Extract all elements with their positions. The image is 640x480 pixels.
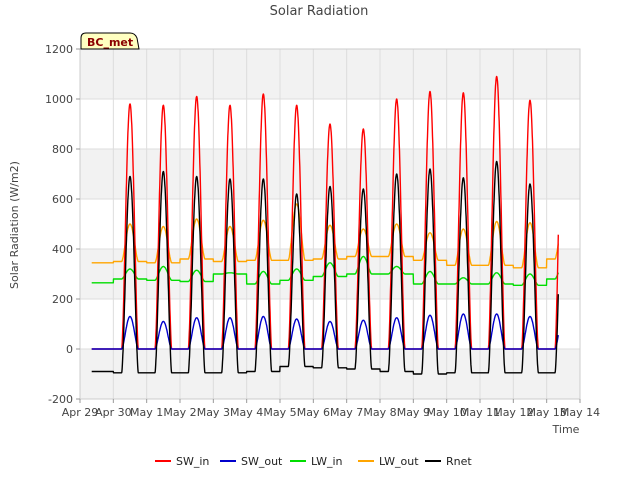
legend-item-rnet: Rnet (425, 455, 472, 468)
chart-title: Solar Radiation (270, 4, 369, 19)
x-tick-label: Apr 30 (95, 406, 132, 419)
y-tick-label: 200 (52, 293, 73, 306)
y-tick-label: 600 (52, 193, 73, 206)
x-tick-label: May 13 (527, 406, 567, 419)
legend-label: LW_in (311, 455, 343, 468)
plot-frame (79, 48, 581, 400)
x-tick-label: May 2 (163, 406, 196, 419)
band-stripe (80, 349, 580, 399)
legend-label: LW_out (379, 455, 419, 468)
y-tick-label: 1200 (45, 43, 73, 56)
y-tick-label: 0 (66, 343, 73, 356)
x-tick-label: Apr 29 (62, 406, 99, 419)
y-tick-label: -200 (48, 393, 73, 406)
legend-item-sw-in: SW_in (155, 455, 209, 468)
x-tick-label: May 6 (297, 406, 330, 419)
y-tick-label: 1000 (45, 93, 73, 106)
y-axis-ticks: -200 0 200 400 600 800 1000 1200 (45, 43, 80, 406)
series-line-rnet (91, 160, 559, 375)
x-tick-label: May 9 (397, 406, 430, 419)
band-stripe (80, 49, 580, 99)
x-tick-label: May 14 (560, 406, 600, 419)
band-stripe (80, 149, 580, 199)
legend-label: Rnet (446, 455, 472, 468)
x-tick-label: May 7 (330, 406, 363, 419)
station-badge: BC_met (80, 32, 140, 50)
legend: SW_in SW_out LW_in LW_out Rnet (155, 455, 472, 468)
legend-item-lw-out: LW_out (358, 455, 419, 468)
plot-bands (80, 49, 580, 399)
y-tick-label: 400 (52, 243, 73, 256)
y-tick-label: 800 (52, 143, 73, 156)
band-stripe (80, 249, 580, 299)
x-tick-label: May 4 (230, 406, 263, 419)
badge-shape (80, 32, 140, 50)
x-tick-label: May 8 (363, 406, 396, 419)
legend-item-sw-out: SW_out (220, 455, 283, 468)
badge-label: BC_met (87, 36, 133, 49)
series-layer (91, 75, 559, 375)
x-tick-label: May 5 (263, 406, 296, 419)
legend-label: SW_in (176, 455, 209, 468)
x-tick-label: May 10 (427, 406, 467, 419)
x-axis-label: Time (552, 423, 580, 436)
x-tick-label: May 11 (460, 406, 500, 419)
y-axis-label: Solar Radiation (W/m2) (8, 161, 21, 289)
x-tick-label: May 12 (493, 406, 533, 419)
legend-label: SW_out (241, 455, 283, 468)
legend-item-lw-in: LW_in (290, 455, 343, 468)
x-tick-label: May 3 (197, 406, 230, 419)
x-tick-label: May 1 (130, 406, 163, 419)
